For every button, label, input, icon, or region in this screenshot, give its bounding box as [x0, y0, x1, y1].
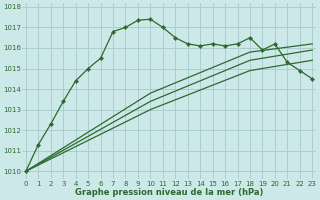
- X-axis label: Graphe pression niveau de la mer (hPa): Graphe pression niveau de la mer (hPa): [75, 188, 263, 197]
